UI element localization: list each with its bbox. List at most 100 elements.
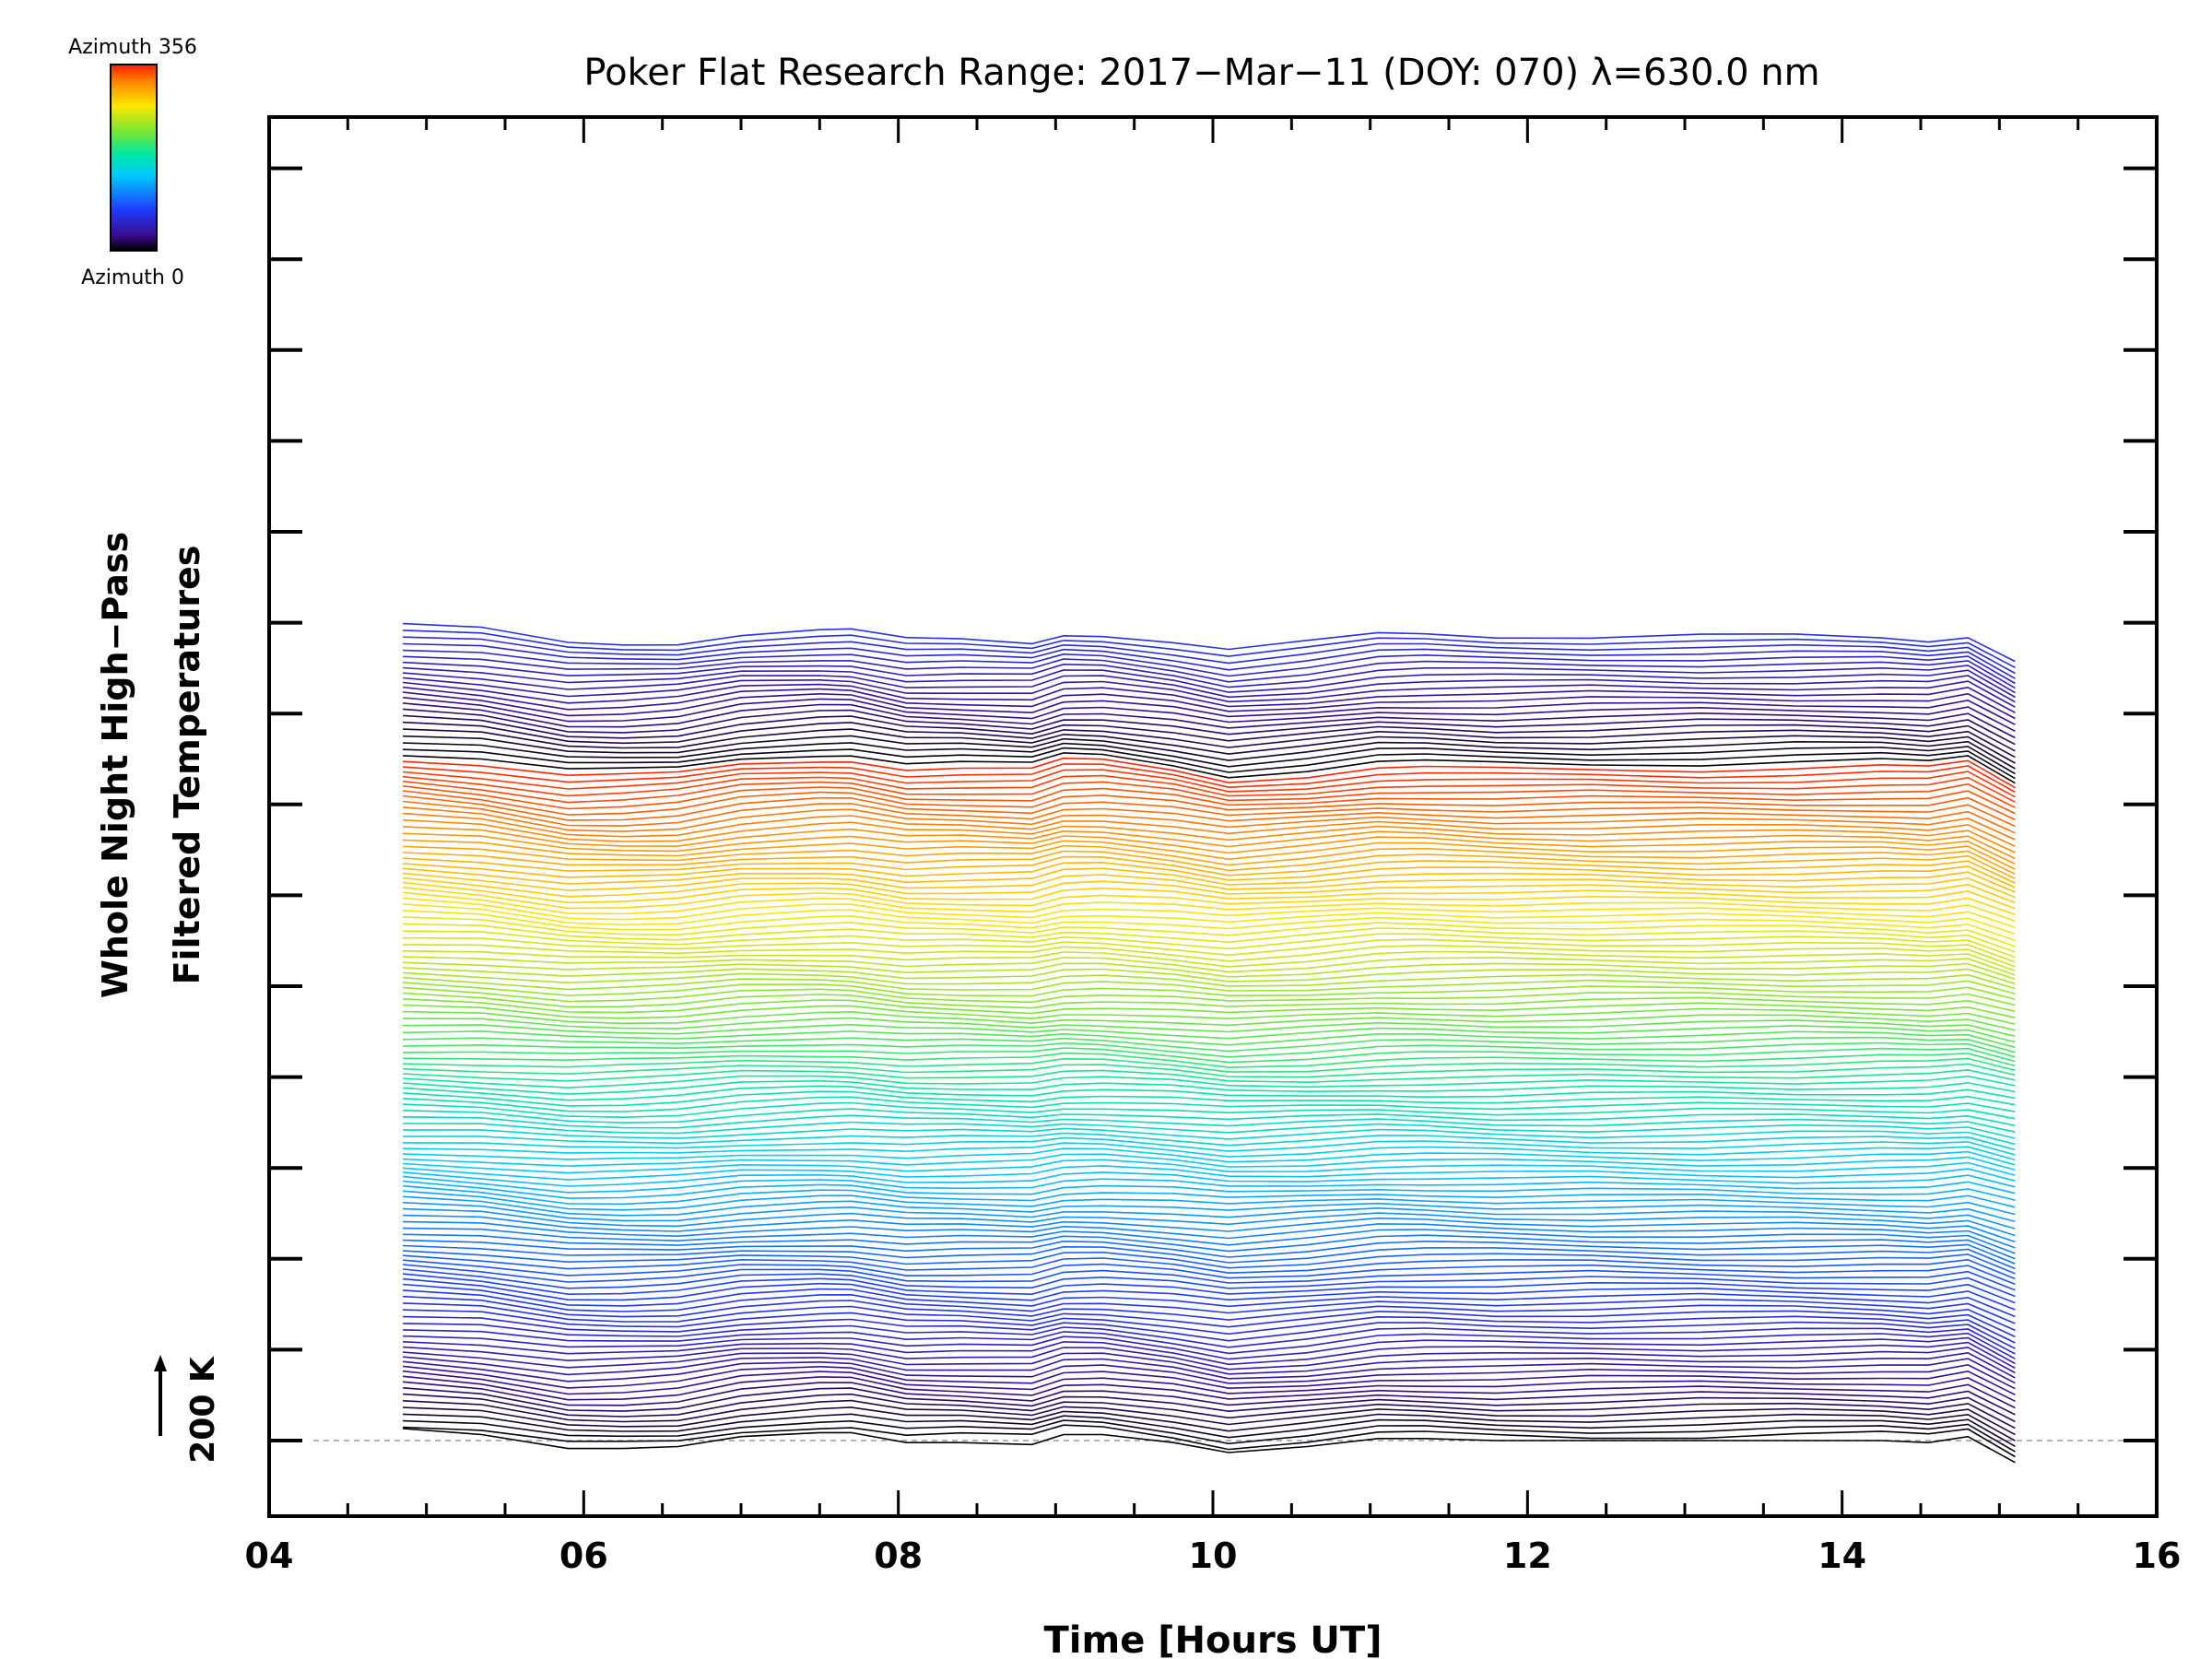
trace-line bbox=[403, 1068, 2016, 1084]
trace-line bbox=[403, 1041, 2016, 1058]
trace-line bbox=[403, 855, 2016, 884]
trace-line bbox=[403, 839, 2016, 870]
trace-line bbox=[403, 944, 2016, 968]
trace-line bbox=[403, 818, 2016, 853]
trace-line bbox=[403, 800, 2016, 834]
trace-line bbox=[403, 1159, 2016, 1176]
trace-line bbox=[403, 1399, 2016, 1436]
trace-line bbox=[403, 642, 2016, 679]
trace-line bbox=[403, 910, 2016, 941]
trace-line bbox=[403, 649, 2016, 685]
trace-line bbox=[403, 1227, 2016, 1254]
trace-line bbox=[403, 806, 2016, 841]
trace-line bbox=[403, 1085, 2016, 1101]
trace-line bbox=[403, 1175, 2016, 1194]
trace-line bbox=[403, 1127, 2016, 1146]
trace-line bbox=[403, 742, 2016, 775]
trace-line bbox=[403, 1273, 2016, 1304]
trace-line bbox=[403, 850, 2016, 880]
trace-line bbox=[403, 1096, 2016, 1112]
trace-line bbox=[403, 887, 2016, 916]
trace-line bbox=[403, 916, 2016, 947]
trace-line bbox=[403, 1184, 2016, 1208]
scale-bar: 200 K bbox=[154, 1355, 222, 1464]
trace-line bbox=[403, 1147, 2016, 1166]
trace-line bbox=[403, 1202, 2016, 1230]
trace-line bbox=[403, 1381, 2016, 1416]
trace-line bbox=[403, 780, 2016, 808]
trace-line bbox=[403, 1057, 2016, 1073]
trace-line bbox=[403, 1195, 2016, 1223]
trace-line bbox=[403, 1283, 2016, 1318]
colorbar-top-label: Azimuth 356 bbox=[68, 36, 197, 59]
trace-line bbox=[403, 1220, 2016, 1249]
trace-line bbox=[403, 1335, 2016, 1365]
trace-line bbox=[403, 1114, 2016, 1133]
trace-line bbox=[403, 891, 2016, 922]
trace-line bbox=[403, 881, 2016, 910]
trace-line bbox=[403, 794, 2016, 828]
trace-line bbox=[403, 1315, 2016, 1349]
trace-line bbox=[403, 867, 2016, 893]
trace-line bbox=[403, 961, 2016, 981]
y-axis-label-line1: Whole Night High−Pass bbox=[95, 532, 135, 998]
trace-line bbox=[403, 1329, 2016, 1359]
trace-line bbox=[403, 1295, 2016, 1332]
trace-line bbox=[403, 747, 2016, 780]
trace-line bbox=[403, 1036, 2016, 1053]
trace-line bbox=[403, 1030, 2016, 1049]
trace-line bbox=[403, 1393, 2016, 1430]
trace-line bbox=[403, 1010, 2016, 1031]
trace-line bbox=[403, 774, 2016, 803]
trace-line bbox=[403, 844, 2016, 876]
trace-line bbox=[403, 832, 2016, 865]
trace-line bbox=[403, 1346, 2016, 1374]
trace-line bbox=[403, 721, 2016, 759]
colorbar: Azimuth 356 Azimuth 0 bbox=[68, 36, 197, 289]
trace-line bbox=[403, 1387, 2016, 1423]
x-tick-label: 12 bbox=[1503, 1535, 1552, 1576]
x-tick-label: 10 bbox=[1189, 1535, 1238, 1576]
trace-line bbox=[403, 1207, 2016, 1237]
trace-line bbox=[403, 1254, 2016, 1280]
trace-line bbox=[403, 1289, 2016, 1324]
x-tick-label: 16 bbox=[2133, 1535, 2182, 1576]
x-tick-label: 04 bbox=[245, 1535, 294, 1576]
trace-line bbox=[403, 666, 2016, 699]
trace-line bbox=[403, 1413, 2016, 1447]
trace-line bbox=[403, 976, 2016, 994]
trace-line bbox=[403, 1356, 2016, 1384]
trace-line bbox=[403, 629, 2016, 669]
trace-line bbox=[403, 790, 2016, 821]
trace-line bbox=[403, 1063, 2016, 1078]
trace-line bbox=[403, 1136, 2016, 1156]
trace-line bbox=[403, 1132, 2016, 1151]
trace-lines bbox=[403, 622, 2016, 1464]
trace-line bbox=[403, 998, 2016, 1018]
trace-line bbox=[403, 1142, 2016, 1161]
trace-line bbox=[403, 986, 2016, 1006]
trace-line bbox=[403, 1351, 2016, 1379]
trace-line bbox=[403, 1277, 2016, 1311]
x-axis-label: Time [Hours UT] bbox=[1044, 1619, 1382, 1659]
colorbar-gradient bbox=[110, 64, 158, 252]
chart-title: Poker Flat Research Range: 2017−Mar−11 (… bbox=[583, 52, 1819, 94]
trace-line bbox=[403, 757, 2016, 789]
trace-line bbox=[403, 936, 2016, 963]
y-axis-label-line2: Filtered Temperatures bbox=[167, 546, 207, 985]
trace-line bbox=[403, 691, 2016, 725]
trace-line bbox=[403, 903, 2016, 935]
trace-line bbox=[403, 1302, 2016, 1338]
trace-line bbox=[403, 1264, 2016, 1291]
trace-line bbox=[403, 826, 2016, 860]
trace-line bbox=[403, 686, 2016, 720]
trace-line bbox=[403, 1101, 2016, 1120]
trace-line bbox=[403, 769, 2016, 798]
trace-line bbox=[403, 861, 2016, 888]
trace-line bbox=[403, 677, 2016, 708]
trace-line bbox=[403, 1259, 2016, 1286]
trace-line bbox=[403, 763, 2016, 794]
trace-line bbox=[403, 1190, 2016, 1216]
trace-line bbox=[403, 735, 2016, 770]
scale-bar-arrowhead bbox=[154, 1355, 167, 1371]
